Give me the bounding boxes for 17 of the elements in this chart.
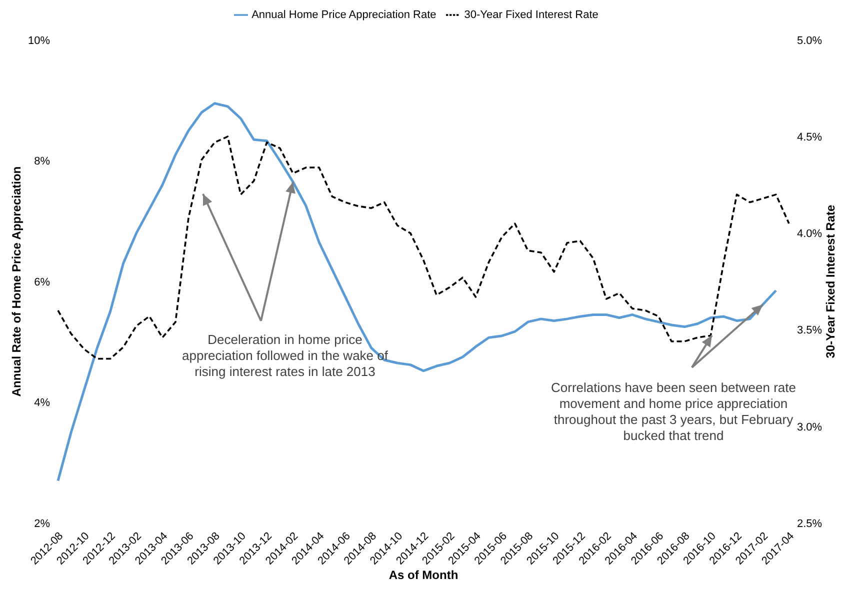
x-axis-title: As of Month (388, 568, 458, 582)
y-tick-label: 6% (34, 276, 50, 288)
y2-axis-title: 30-Year Fixed Interest Rate (823, 204, 838, 358)
y2-tick-label: 3.5% (797, 324, 822, 337)
y2-tick-label: 3.0% (797, 421, 822, 434)
y2-tick-label: 2.5% (797, 518, 822, 530)
y2-tick-label: 4.5% (797, 132, 822, 144)
legend-label: 30-Year Fixed Interest Rate (464, 8, 598, 21)
y-tick-label: 2% (34, 518, 50, 530)
annotation: Correlations have been seen between rate movement and home price appreciation throughout the past 3 years, but February bucked that trend (551, 380, 796, 443)
y-axis-title: Annual Rate of Home Price Appreciation (9, 166, 24, 397)
y-tick-label: 10% (28, 34, 50, 47)
y-tick-label: 4% (34, 397, 50, 410)
legend-label: Annual Home Price Appreciation Rate (252, 8, 436, 21)
y2-tick-label: 5.0% (797, 34, 822, 47)
y2-tick-label: 4.0% (797, 228, 822, 240)
y-tick-label: 8% (34, 156, 50, 168)
